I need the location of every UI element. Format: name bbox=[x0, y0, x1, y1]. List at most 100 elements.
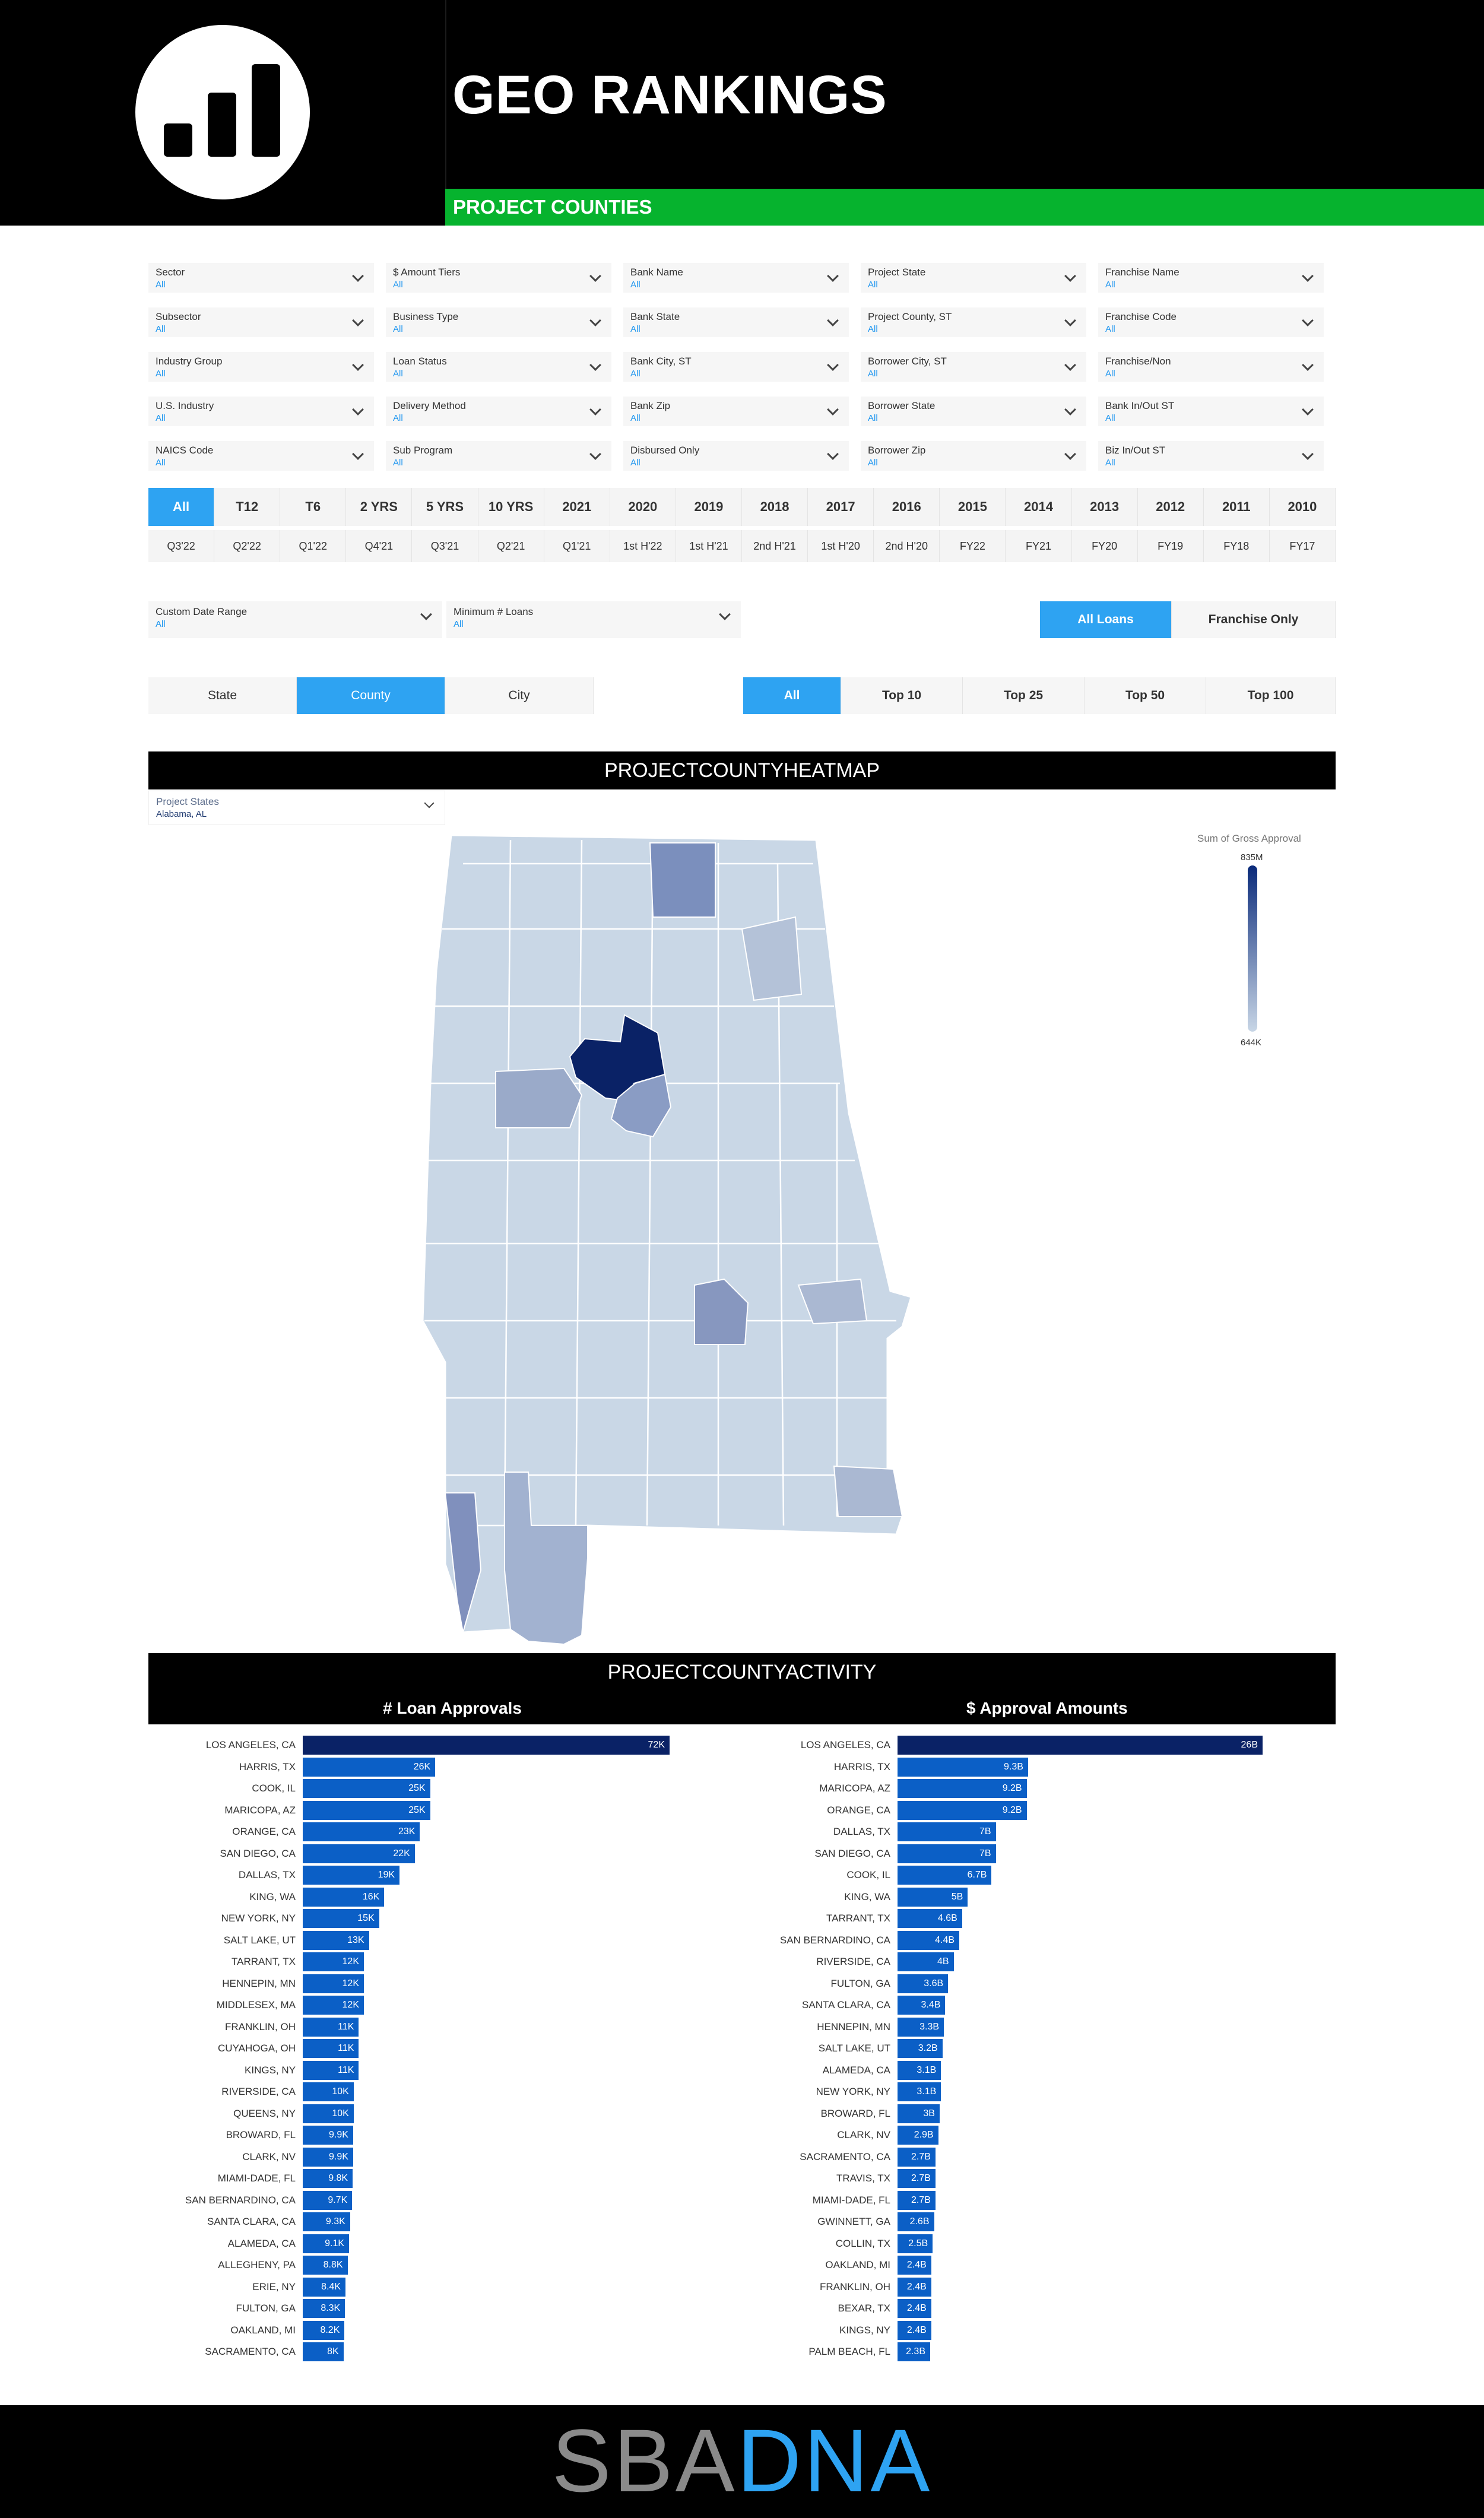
filter-borrower-city-st-dropdown[interactable]: Borrower City, ST All bbox=[861, 352, 1086, 382]
bar-value-label: 26B bbox=[1241, 1740, 1258, 1750]
period-10-yrs-button[interactable]: 10 YRS bbox=[478, 488, 544, 526]
period-2nd-h-21-button[interactable]: 2nd H'21 bbox=[741, 530, 808, 562]
period-q4-21-button[interactable]: Q4'21 bbox=[346, 530, 413, 562]
period-2nd-h-20-button[interactable]: 2nd H'20 bbox=[874, 530, 940, 562]
filter-borrower-state-dropdown[interactable]: Borrower State All bbox=[861, 397, 1086, 426]
minimum-loans-dropdown[interactable]: Minimum # Loans All bbox=[446, 601, 741, 638]
bar-value-label: 2.5B bbox=[908, 2238, 928, 2249]
period-q3-22-button[interactable]: Q3'22 bbox=[148, 530, 215, 562]
option-all-button[interactable]: All bbox=[743, 677, 841, 714]
option-franchise-only-button[interactable]: Franchise Only bbox=[1172, 601, 1336, 638]
bar-value-label: 9.9K bbox=[329, 2151, 348, 2162]
filter-value: All bbox=[630, 324, 640, 334]
period-fy21-button[interactable]: FY21 bbox=[1006, 530, 1072, 562]
period-all-button[interactable]: All bbox=[148, 488, 215, 526]
period-2010-button[interactable]: 2010 bbox=[1269, 488, 1336, 526]
alabama-county-map[interactable] bbox=[386, 828, 950, 1650]
filter-sub-program-dropdown[interactable]: Sub Program All bbox=[386, 441, 611, 471]
filter-bank-name-dropdown[interactable]: Bank Name All bbox=[623, 263, 849, 293]
period-2014-button[interactable]: 2014 bbox=[1006, 488, 1072, 526]
period-2018-button[interactable]: 2018 bbox=[741, 488, 808, 526]
period-q1-21-button[interactable]: Q1'21 bbox=[544, 530, 610, 562]
filter-project-state-dropdown[interactable]: Project State All bbox=[861, 263, 1086, 293]
filter-franchise-non-dropdown[interactable]: Franchise/Non All bbox=[1098, 352, 1324, 382]
option-county-button[interactable]: County bbox=[297, 677, 445, 714]
bar-category-label: CLARK, NV bbox=[242, 2151, 296, 2162]
period-fy17-button[interactable]: FY17 bbox=[1269, 530, 1336, 562]
period-2021-button[interactable]: 2021 bbox=[544, 488, 610, 526]
period-fy20-button[interactable]: FY20 bbox=[1071, 530, 1138, 562]
period-2-yrs-button[interactable]: 2 YRS bbox=[346, 488, 413, 526]
period-2020-button[interactable]: 2020 bbox=[610, 488, 676, 526]
filter-project-county-st-dropdown[interactable]: Project County, ST All bbox=[861, 307, 1086, 337]
period-q2-21-button[interactable]: Q2'21 bbox=[478, 530, 544, 562]
bar-category-label: PALM BEACH, FL bbox=[808, 2346, 890, 2357]
option-top-100-button[interactable]: Top 100 bbox=[1206, 677, 1336, 714]
period-2013-button[interactable]: 2013 bbox=[1071, 488, 1138, 526]
period-1st-h-21-button[interactable]: 1st H'21 bbox=[676, 530, 742, 562]
filter-u-s-industry-dropdown[interactable]: U.S. Industry All bbox=[148, 397, 374, 426]
period-t6-button[interactable]: T6 bbox=[280, 488, 347, 526]
bar-category-label: SAN BERNARDINO, CA bbox=[779, 1934, 890, 1946]
bar-category-label: ORANGE, CA bbox=[827, 1804, 890, 1816]
bar bbox=[303, 1822, 420, 1841]
period-1st-h-20-button[interactable]: 1st H'20 bbox=[808, 530, 874, 562]
filter-sector-dropdown[interactable]: Sector All bbox=[148, 263, 374, 293]
bar-value-label: 9.7K bbox=[328, 2194, 348, 2205]
filter-value: All bbox=[393, 413, 403, 423]
filter-industry-group-dropdown[interactable]: Industry Group All bbox=[148, 352, 374, 382]
option-state-button[interactable]: State bbox=[148, 677, 297, 714]
filter-label: Industry Group bbox=[156, 356, 223, 367]
period-fy19-button[interactable]: FY19 bbox=[1137, 530, 1204, 562]
filter-bank-state-dropdown[interactable]: Bank State All bbox=[623, 307, 849, 337]
option-all-loans-button[interactable]: All Loans bbox=[1040, 601, 1172, 638]
period-2016-button[interactable]: 2016 bbox=[874, 488, 940, 526]
period-q1-22-button[interactable]: Q1'22 bbox=[280, 530, 347, 562]
filter-borrower-zip-dropdown[interactable]: Borrower Zip All bbox=[861, 441, 1086, 471]
project-states-dropdown[interactable]: Project States Alabama, AL bbox=[148, 791, 445, 825]
filter-label: Franchise Name bbox=[1105, 267, 1179, 278]
filter-naics-code-dropdown[interactable]: NAICS Code All bbox=[148, 441, 374, 471]
bar bbox=[303, 2017, 359, 2037]
filter-label: Bank City, ST bbox=[630, 356, 692, 367]
period-fy18-button[interactable]: FY18 bbox=[1203, 530, 1270, 562]
option-top-10-button[interactable]: Top 10 bbox=[841, 677, 963, 714]
filter-franchise-code-dropdown[interactable]: Franchise Code All bbox=[1098, 307, 1324, 337]
custom-date-range-dropdown[interactable]: Custom Date Range All bbox=[148, 601, 442, 638]
period-2019-button[interactable]: 2019 bbox=[676, 488, 742, 526]
period-2015-button[interactable]: 2015 bbox=[940, 488, 1006, 526]
option-top-25-button[interactable]: Top 25 bbox=[963, 677, 1085, 714]
bar-category-label: TARRANT, TX bbox=[232, 1956, 296, 1967]
period-fy22-button[interactable]: FY22 bbox=[940, 530, 1006, 562]
filter-bank-city-st-dropdown[interactable]: Bank City, ST All bbox=[623, 352, 849, 382]
filter-franchise-name-dropdown[interactable]: Franchise Name All bbox=[1098, 263, 1324, 293]
custom-date-range-label: Custom Date Range bbox=[156, 606, 248, 617]
period-t12-button[interactable]: T12 bbox=[214, 488, 281, 526]
filter-loan-status-dropdown[interactable]: Loan Status All bbox=[386, 352, 611, 382]
period-5-yrs-button[interactable]: 5 YRS bbox=[412, 488, 478, 526]
period-2012-button[interactable]: 2012 bbox=[1137, 488, 1204, 526]
geo-level-toggle: State County City bbox=[148, 677, 594, 714]
filter-disbursed-only-dropdown[interactable]: Disbursed Only All bbox=[623, 441, 849, 471]
bar-value-label: 13K bbox=[347, 1935, 364, 1945]
filter-value: All bbox=[868, 324, 878, 334]
period-q2-22-button[interactable]: Q2'22 bbox=[214, 530, 281, 562]
filter-subsector-dropdown[interactable]: Subsector All bbox=[148, 307, 374, 337]
period-1st-h-22-button[interactable]: 1st H'22 bbox=[610, 530, 676, 562]
bar-category-label: SAN BERNARDINO, CA bbox=[185, 2194, 296, 2206]
period-q3-21-button[interactable]: Q3'21 bbox=[412, 530, 478, 562]
period-2011-button[interactable]: 2011 bbox=[1203, 488, 1270, 526]
filter-bank-zip-dropdown[interactable]: Bank Zip All bbox=[623, 397, 849, 426]
bar bbox=[303, 1887, 385, 1907]
period-2017-button[interactable]: 2017 bbox=[808, 488, 874, 526]
bar-category-label: GWINNETT, GA bbox=[817, 2216, 890, 2227]
filter-amount-tiers-dropdown[interactable]: $ Amount Tiers All bbox=[386, 263, 611, 293]
filter-business-type-dropdown[interactable]: Business Type All bbox=[386, 307, 611, 337]
filter-value: All bbox=[393, 369, 403, 379]
bar bbox=[898, 2234, 933, 2253]
filter-biz-in-out-st-dropdown[interactable]: Biz In/Out ST All bbox=[1098, 441, 1324, 471]
filter-bank-in-out-st-dropdown[interactable]: Bank In/Out ST All bbox=[1098, 397, 1324, 426]
option-top-50-button[interactable]: Top 50 bbox=[1085, 677, 1206, 714]
option-city-button[interactable]: City bbox=[445, 677, 594, 714]
filter-delivery-method-dropdown[interactable]: Delivery Method All bbox=[386, 397, 611, 426]
